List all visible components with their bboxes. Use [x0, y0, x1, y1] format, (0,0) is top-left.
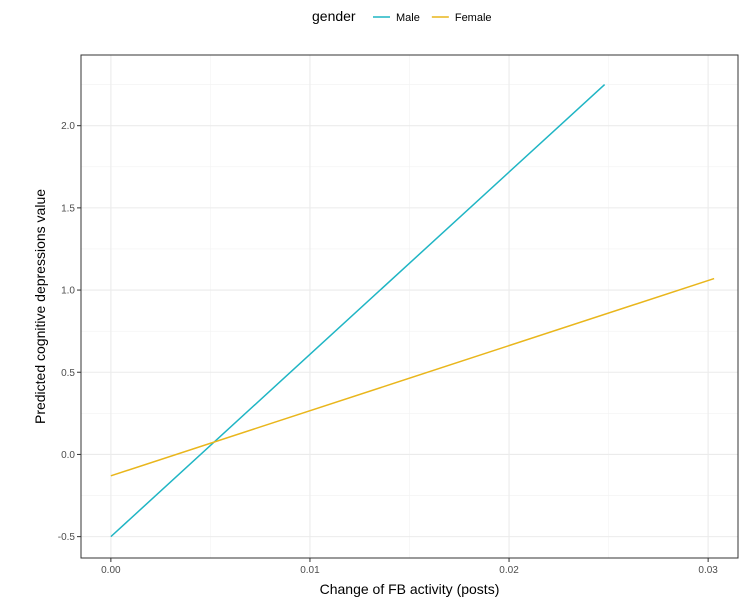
series-line-male: [110, 84, 606, 538]
y-tick-label: 1.0: [61, 286, 75, 297]
y-tick-label: 0.5: [61, 368, 75, 379]
x-axis-title: Change of FB activity (posts): [320, 581, 500, 597]
legend-label-male: Male: [396, 12, 420, 24]
x-tick-label: 0.00: [101, 565, 121, 576]
legend: gender Male Female: [312, 8, 492, 24]
grid-major: [81, 55, 738, 558]
y-axis: -0.5 0.0 0.5 1.0 1.5 2.0: [58, 121, 81, 543]
series-layer: [110, 84, 715, 538]
y-tick-label: 0.0: [61, 450, 75, 461]
y-tick-label: 2.0: [61, 121, 75, 132]
grid-minor: [81, 55, 738, 558]
plot-panel-border: [80, 54, 739, 559]
x-tick-label: 0.01: [300, 565, 320, 576]
y-tick-label: 1.5: [61, 203, 75, 214]
x-tick-label: 0.02: [499, 565, 519, 576]
x-axis: 0.00 0.01 0.02 0.03: [101, 558, 718, 576]
legend-label-female: Female: [455, 12, 492, 24]
series-line-female: [110, 277, 715, 477]
y-axis-title: Predicted cognitive depressions value: [32, 189, 48, 424]
x-tick-label: 0.03: [698, 565, 718, 576]
legend-title: gender: [312, 8, 356, 24]
y-tick-label: -0.5: [58, 532, 76, 543]
